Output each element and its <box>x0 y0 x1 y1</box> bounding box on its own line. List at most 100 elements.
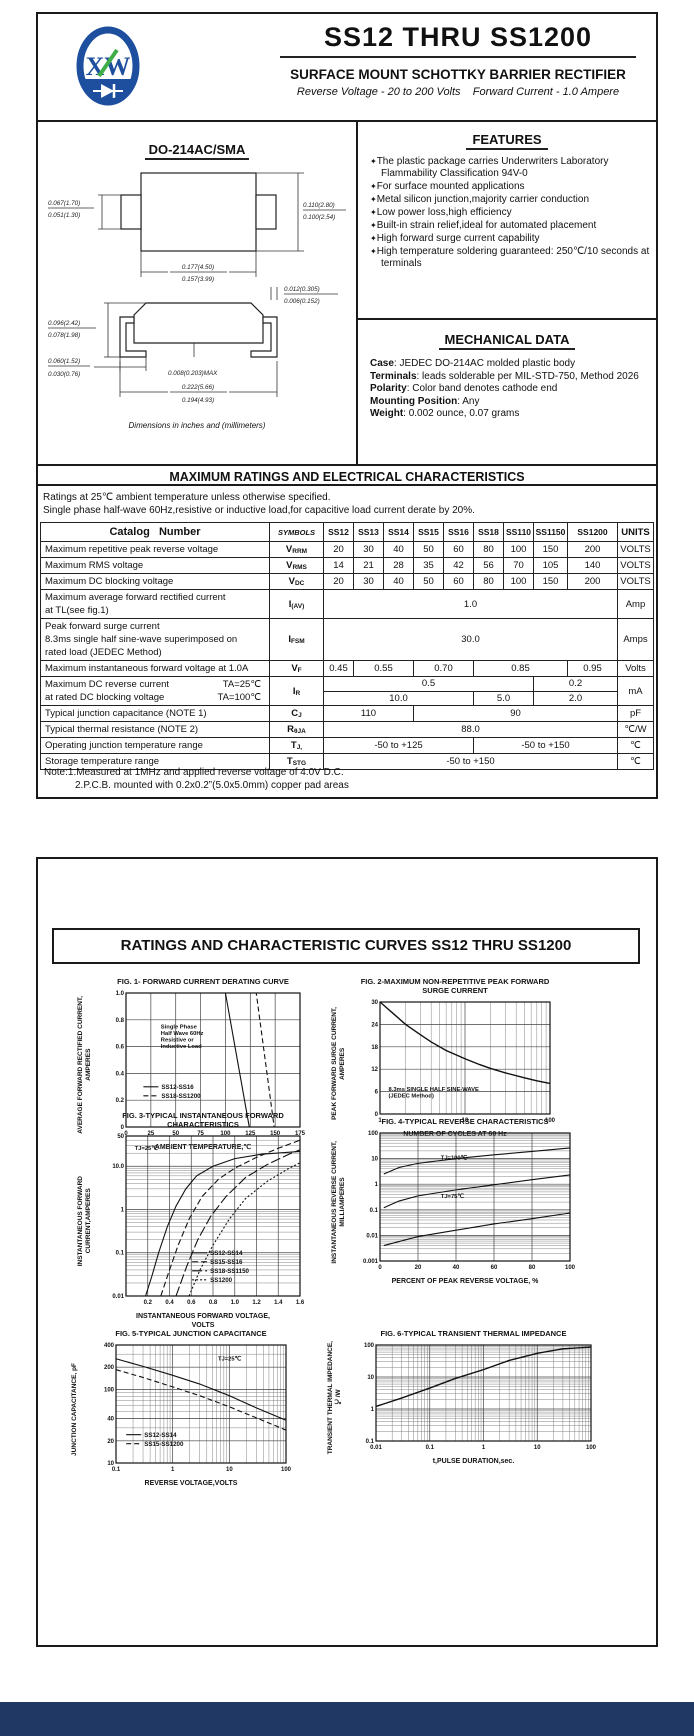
x-tick-label: 175 <box>295 1131 306 1137</box>
y-tick-label: 0.2 <box>116 1098 125 1104</box>
page-subtitle: SURFACE MOUNT SCHOTTKY BARRIER RECTIFIER <box>290 67 626 82</box>
dim-lead-thickness-max: 0.012(0.305) <box>284 286 320 293</box>
features-mechanical-divider <box>358 318 656 320</box>
rating-value: 0.85 <box>473 660 568 677</box>
ratings-heading: MAXIMUM RATINGS AND ELECTRICAL CHARACTER… <box>38 464 656 486</box>
y-tick-label: 30 <box>371 1000 378 1006</box>
figure-y-axis-label: INSTANTANEOUS REVERSE CURRENT, MILLIAMPE… <box>331 1140 346 1264</box>
table-notes: Note:1.Measured at 1MHz and applied reve… <box>44 766 349 792</box>
y-tick-label: 1.0 <box>116 991 125 997</box>
legend-label: SS12-SS14 <box>210 1250 243 1257</box>
ratings-intro: Ratings at 25℃ ambient temperature unles… <box>43 491 475 517</box>
brand-logo-icon: XW <box>76 26 140 106</box>
row-unit: ℃ <box>617 753 654 770</box>
data-series <box>126 992 250 1128</box>
y-tick-label: 0.1 <box>366 1439 375 1445</box>
data-series <box>160 1139 301 1297</box>
dim-lead-thickness-min: 0.006(0.152) <box>284 298 320 305</box>
row-symbol: CJ <box>269 705 324 722</box>
x-tick-label: 0.1 <box>426 1445 435 1451</box>
x-tick-label: 1.2 <box>252 1300 261 1306</box>
row-unit: Volts <box>617 660 654 677</box>
x-tick-label: 0.1 <box>112 1467 121 1473</box>
table-row: Storage temperature range TSTG -50 to +150… <box>40 753 654 770</box>
y-tick-label: 0.4 <box>116 1071 125 1077</box>
figure-title-line2: SURGE CURRENT <box>422 986 488 995</box>
rating-value: 110 <box>323 705 414 722</box>
package-name: DO-214AC/SMA <box>38 142 356 160</box>
data-series <box>115 1358 287 1421</box>
x-tick-label: 0.01 <box>370 1445 382 1451</box>
row-unit: Amp <box>617 589 654 619</box>
rating-value: -50 to +125 <box>323 737 474 754</box>
row-label: Typical junction capacitance (NOTE 1) <box>40 705 270 722</box>
chart-annotation: TJ=25℃ <box>218 1355 242 1362</box>
row-symbol: VRRM <box>269 541 324 558</box>
rating-value: 10.0 <box>323 690 474 706</box>
reverse-characteristics-chart: 0 20 40 60 80 100 0.001 0.01 0.1 1 10 100 TJ=100℃ TJ=… <box>363 1131 576 1271</box>
row-unit: mA <box>617 676 654 706</box>
note-line: 2.P.C.B. mounted with 0.2x0.2”(5.0x5.0mm… <box>75 780 349 791</box>
legend-label: SS12-SS14 <box>144 1432 177 1439</box>
figure-6: FIG. 6-TYPICAL TRANSIENT THERMAL IMPEDAN… <box>322 1329 599 1467</box>
data-series <box>383 1174 571 1209</box>
row-symbol: IFSM <box>269 618 324 661</box>
legend-label: SS12-SS16 <box>161 1084 194 1091</box>
row-label: Peak forward surge current 8.3ms single h… <box>40 618 270 661</box>
table-row: Peak forward surge current 8.3ms single h… <box>40 618 654 661</box>
ratings-intro-line: Ratings at 25℃ ambient temperature unles… <box>43 492 331 503</box>
rating-value: 21 <box>353 557 384 574</box>
header-titles: SS12 THRU SS1200 SURFACE MOUNT SCHOTTKY … <box>266 22 650 98</box>
mechanical-row: Polarity: Color band denotes cathode end <box>370 383 558 394</box>
y-tick-label: 10 <box>371 1157 378 1163</box>
rating-value: 1.0 <box>323 589 618 619</box>
row-label: Maximum DC reverse current TA=25℃ at rated… <box>40 676 270 706</box>
data-series <box>126 992 275 1128</box>
rating-value: 105 <box>533 557 568 574</box>
x-tick-label: 1.6 <box>296 1300 305 1306</box>
footer-bar <box>0 1702 694 1736</box>
rating-value: 70 <box>503 557 534 574</box>
mechanical-row: Case: JEDEC DO-214AC molded plastic body <box>370 358 576 369</box>
x-tick-label: 0.8 <box>209 1300 218 1306</box>
rating-value: 100 <box>503 541 534 558</box>
figure-x-axis-label: AMBIENT TEMPERATURE,℃ <box>154 1144 252 1151</box>
dim-total-width-min: 0.194(4.93) <box>182 397 214 404</box>
chart-annotation: TJ=25℃ <box>135 1145 159 1152</box>
plot-border <box>125 992 301 1128</box>
diode-symbol-icon <box>93 84 123 98</box>
figure-1: FIG. 1- FORWARD CURRENT DERATING CURVE A… <box>72 977 308 1153</box>
figure-4: FIG. 4-TYPICAL REVERSE CHARACTERISTICS I… <box>326 1117 578 1287</box>
figure-title: FIG. 6-TYPICAL TRANSIENT THERMAL IMPEDAN… <box>380 1329 567 1338</box>
logo-green-slash <box>97 48 119 78</box>
mechanical-data: Case: JEDEC DO-214AC molded plastic body… <box>370 358 648 421</box>
header: XW SS12 THRU SS1200 SURFACE MOUNT SCHOTT… <box>38 14 656 122</box>
x-tick-label: 1 <box>378 1118 382 1124</box>
y-tick-label: 12 <box>371 1067 378 1073</box>
rating-value: 2.0 <box>533 690 618 706</box>
y-tick-label: 1 <box>121 1207 125 1213</box>
row-unit: Amps <box>617 618 654 661</box>
table-row: Maximum instantaneous forward voltage at… <box>40 660 654 677</box>
row-label: Operating junction temperature range <box>40 737 270 754</box>
row-symbol: VDC <box>269 573 324 590</box>
package-drawing-section: DO-214AC/SMA 0.067(1.70) 0.051(1.30) 0.1… <box>38 120 356 464</box>
col-header-part: SS14 <box>383 522 414 542</box>
mechanical-row: Weight: 0.002 ounce, 0.07 grams <box>370 408 520 419</box>
rating-value: 40 <box>383 541 414 558</box>
y-tick-label: 10 <box>107 1461 114 1467</box>
figure-x-axis-label: PERCENT OF PEAK REVERSE VOLTAGE, % <box>391 1278 539 1285</box>
y-tick-label: 24 <box>371 1022 378 1028</box>
rating-value: 35 <box>413 557 444 574</box>
y-tick-label: 400 <box>104 1343 115 1349</box>
rating-value: 150 <box>533 573 568 590</box>
rating-value: 0.55 <box>353 660 414 677</box>
chart-annotation: TJ=100℃ <box>441 1154 468 1161</box>
dim-tab-height-min: 0.051(1.30) <box>48 212 80 219</box>
x-tick-label: 0 <box>378 1265 382 1271</box>
figure-title: FIG. 5-TYPICAL JUNCTION CAPACITANCE <box>115 1329 267 1338</box>
figure-title: FIG. 4-TYPICAL REVERSE CHARACTERISTICS <box>381 1117 549 1126</box>
mechanical-row: Mounting Position: Any <box>370 395 480 407</box>
x-tick-label: 100 <box>586 1445 597 1451</box>
